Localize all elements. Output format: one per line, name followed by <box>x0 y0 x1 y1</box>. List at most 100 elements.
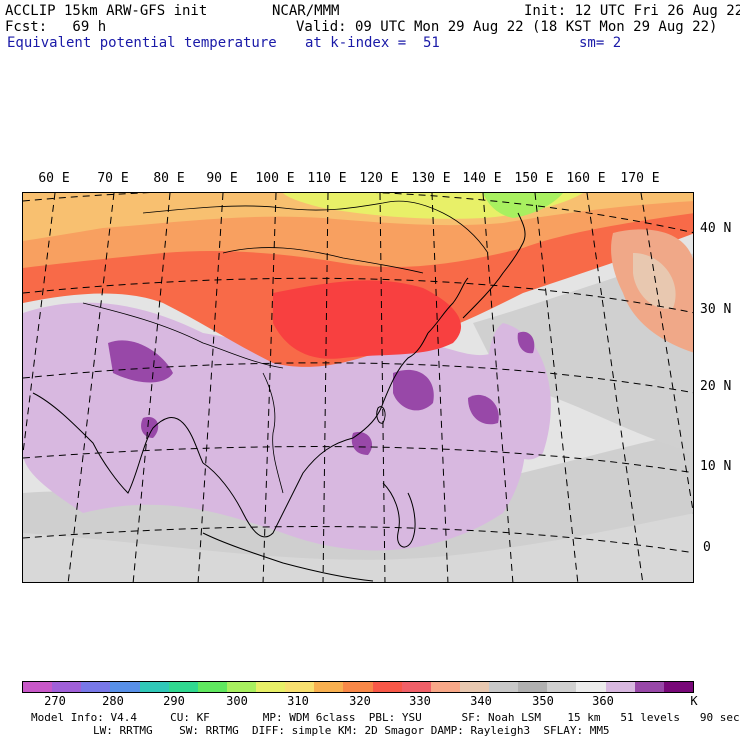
coast-taiwan <box>376 406 386 424</box>
lat-label-equator: 0 <box>703 540 711 555</box>
lon-label-170e: 170 E <box>620 171 660 186</box>
coast-philippines <box>382 482 416 548</box>
lat-label-30n: 30 N <box>700 302 732 317</box>
field-name: Equivalent potential temperature <box>7 35 277 51</box>
colorbar-swatch-20 <box>605 682 635 692</box>
model-title: ACCLIP 15km ARW-GFS init <box>5 3 208 19</box>
lon-line-70e <box>67 193 115 582</box>
coast-korea <box>427 277 469 334</box>
theta-e-high-india <box>108 340 173 383</box>
theta-e-340k-core-china <box>273 280 462 359</box>
lon-line-140e <box>482 193 514 582</box>
colorbar-swatch-3 <box>110 682 140 692</box>
lon-line-120e <box>379 193 386 582</box>
colorbar-swatch-17 <box>518 682 548 692</box>
theta-e-360k-pacific <box>487 323 551 460</box>
theta-e-high-bay <box>141 417 159 438</box>
country-borders <box>82 200 489 494</box>
colorbar-swatch-22 <box>663 682 693 692</box>
colorbar-swatch-5 <box>168 682 198 692</box>
theta-e-high-pacific-2 <box>517 331 535 354</box>
theta-e-high-pacific <box>468 394 499 425</box>
lon-line-110e <box>322 193 329 582</box>
colorbar-swatch-16 <box>489 682 519 692</box>
colorbar-swatch-1 <box>52 682 82 692</box>
model-info-line: Model Info: V4.4 CU: KF MP: WDM 6class P… <box>31 711 740 724</box>
colorbar <box>22 681 694 693</box>
colorbar-swatch-18 <box>547 682 577 692</box>
coast-japan <box>462 212 526 319</box>
colorbar-swatch-13 <box>401 682 431 692</box>
lon-label-150e: 150 E <box>514 171 554 186</box>
theta-e-pacific-swirl-inner <box>633 253 676 309</box>
coast-indonesia <box>202 532 374 582</box>
lon-label-130e: 130 E <box>411 171 451 186</box>
border-himalaya <box>82 302 284 369</box>
lon-line-80e <box>132 193 171 582</box>
physics-info-line: LW: RRTMG SW: RRTMG DIFF: simple KM: 2D … <box>93 724 610 737</box>
coast-india <box>32 392 204 494</box>
colorbar-label-290: 290 <box>163 694 185 708</box>
colorbar-label-270: 270 <box>44 694 66 708</box>
lon-label-80e: 80 E <box>153 171 185 186</box>
lon-line-170e <box>640 193 693 514</box>
theta-e-map <box>23 193 693 582</box>
lon-label-140e: 140 E <box>462 171 502 186</box>
colorbar-unit: K <box>690 694 698 708</box>
colorbar-label-360: 360 <box>592 694 614 708</box>
colorbar-swatch-11 <box>343 682 373 692</box>
lon-label-120e: 120 E <box>359 171 399 186</box>
coastlines <box>32 212 526 582</box>
lon-label-110e: 110 E <box>307 171 347 186</box>
lat-label-10n: 10 N <box>700 459 732 474</box>
colorbar-swatch-6 <box>197 682 227 692</box>
colorbar-swatch-19 <box>576 682 606 692</box>
center-name: NCAR/MMM <box>272 3 340 19</box>
border-indochina <box>262 372 284 494</box>
colorbar-swatch-0 <box>23 682 53 692</box>
colorbar-swatch-14 <box>430 682 460 692</box>
colorbar-swatch-7 <box>226 682 256 692</box>
lon-line-60e <box>23 193 56 454</box>
colorbar-swatch-15 <box>459 682 489 692</box>
lon-label-70e: 70 E <box>97 171 129 186</box>
colorbar-label-280: 280 <box>102 694 124 708</box>
lon-label-60e: 60 E <box>38 171 70 186</box>
colorbar-label-300: 300 <box>226 694 248 708</box>
colorbar-label-340: 340 <box>470 694 492 708</box>
lat-line-30n <box>23 277 693 314</box>
lon-label-100e: 100 E <box>255 171 295 186</box>
border-mongolia-russia <box>142 200 489 254</box>
lat-line-40n <box>23 193 693 234</box>
lat-label-20n: 20 N <box>700 379 732 394</box>
theta-e-high-south-china <box>351 432 373 455</box>
latitude-gridlines <box>23 193 693 554</box>
colorbar-swatch-4 <box>139 682 169 692</box>
colorbar-swatch-12 <box>372 682 402 692</box>
lon-label-90e: 90 E <box>206 171 238 186</box>
colorbar-label-350: 350 <box>532 694 554 708</box>
coast-se-asia <box>202 332 429 538</box>
colorbar-swatch-10 <box>314 682 344 692</box>
forecast-hour: Fcst: 69 h <box>5 19 107 35</box>
theta-e-high-scs <box>393 369 434 411</box>
colorbar-swatch-9 <box>285 682 315 692</box>
lon-line-130e <box>431 193 449 582</box>
colorbar-label-320: 320 <box>349 694 371 708</box>
theta-e-305k-region <box>483 193 563 218</box>
colorbar-swatch-8 <box>256 682 286 692</box>
lat-line-20n <box>23 362 693 394</box>
border-china-mongolia <box>222 247 424 274</box>
valid-time: Valid: 09 UTC Mon 29 Aug 22 (18 KST Mon … <box>296 19 718 35</box>
lon-label-160e: 160 E <box>566 171 606 186</box>
level-info: at k-index = 51 <box>305 35 440 51</box>
colorbar-swatch-2 <box>81 682 111 692</box>
grey-shade-south-2 <box>23 513 693 582</box>
map-panel <box>22 192 694 583</box>
lon-line-160e <box>586 193 644 582</box>
colorbar-swatch-21 <box>634 682 664 692</box>
colorbar-label-310: 310 <box>287 694 309 708</box>
lat-label-40n: 40 N <box>700 221 732 236</box>
colorbar-label-330: 330 <box>409 694 431 708</box>
smoothing-info: sm= 2 <box>579 35 622 51</box>
